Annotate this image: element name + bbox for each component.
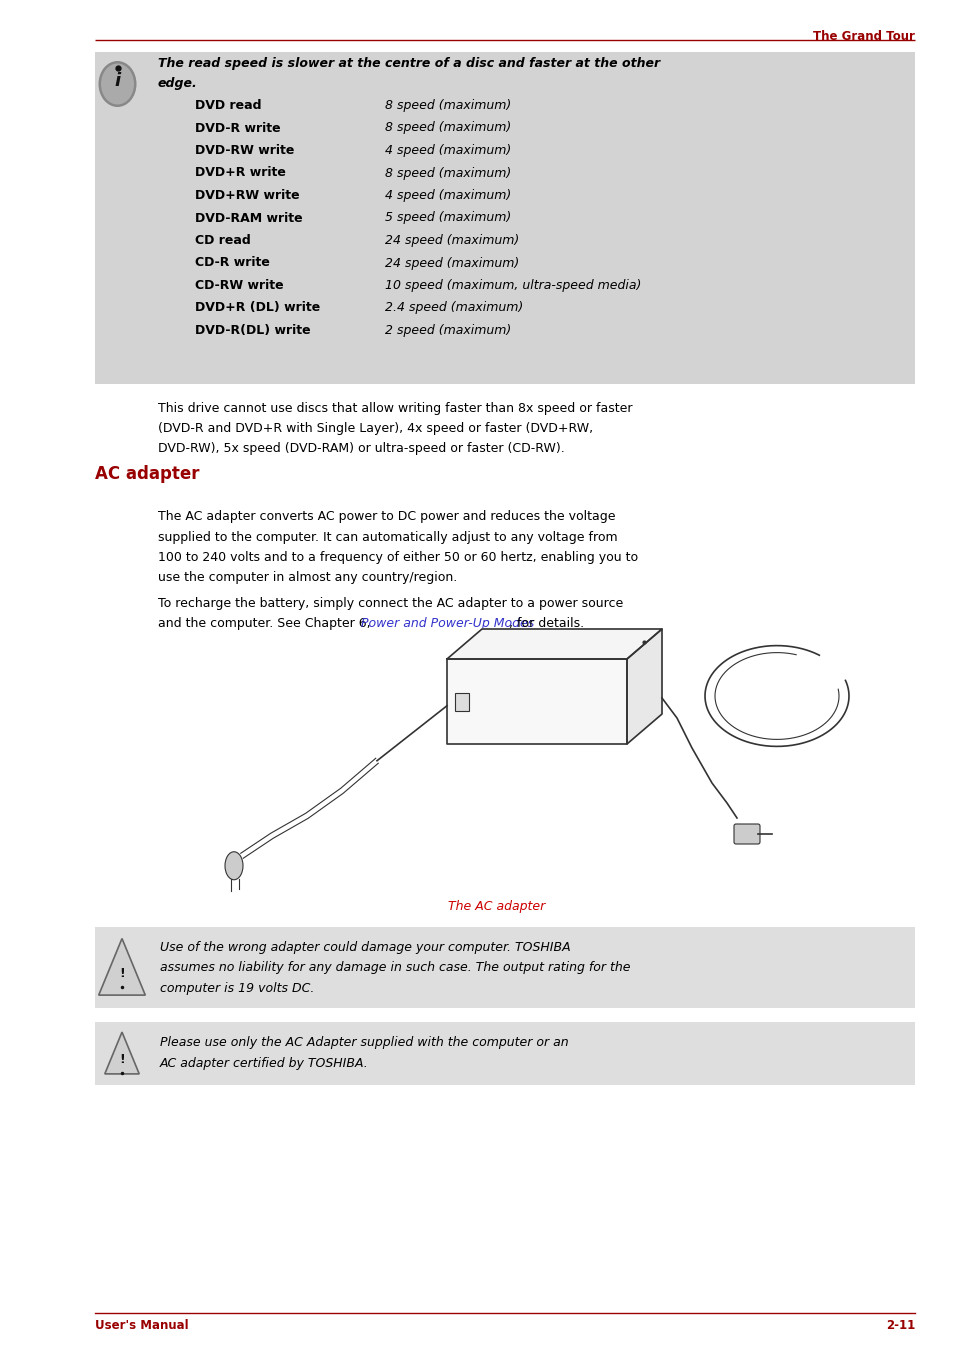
- Text: computer is 19 volts DC.: computer is 19 volts DC.: [160, 982, 314, 994]
- Text: Use of the wrong adapter could damage your computer. TOSHIBA: Use of the wrong adapter could damage yo…: [160, 942, 570, 954]
- Bar: [455, 693, 469, 711]
- Polygon shape: [447, 630, 661, 659]
- Text: DVD+RW write: DVD+RW write: [194, 189, 299, 203]
- Text: and the computer. See Chapter 6,: and the computer. See Chapter 6,: [158, 617, 375, 631]
- Text: CD-RW write: CD-RW write: [194, 280, 283, 292]
- Polygon shape: [626, 630, 661, 744]
- Text: 4 speed (maximum): 4 speed (maximum): [385, 145, 511, 157]
- Text: DVD-R(DL) write: DVD-R(DL) write: [194, 324, 311, 336]
- Text: DVD+R write: DVD+R write: [194, 166, 286, 180]
- Text: 8 speed (maximum): 8 speed (maximum): [385, 166, 511, 180]
- Text: 4 speed (maximum): 4 speed (maximum): [385, 189, 511, 203]
- Text: 24 speed (maximum): 24 speed (maximum): [385, 257, 518, 269]
- Text: i: i: [114, 72, 120, 91]
- Text: AC adapter: AC adapter: [95, 465, 199, 484]
- Text: 100 to 240 volts and to a frequency of either 50 or 60 hertz, enabling you to: 100 to 240 volts and to a frequency of e…: [158, 551, 638, 563]
- Text: use the computer in almost any country/region.: use the computer in almost any country/r…: [158, 571, 456, 585]
- Text: DVD read: DVD read: [194, 99, 261, 112]
- Text: User's Manual: User's Manual: [95, 1319, 189, 1332]
- Text: This drive cannot use discs that allow writing faster than 8x speed or faster: This drive cannot use discs that allow w…: [158, 403, 632, 415]
- Text: 2-11: 2-11: [884, 1319, 914, 1332]
- Text: The AC adapter converts AC power to DC power and reduces the voltage: The AC adapter converts AC power to DC p…: [158, 509, 615, 523]
- Text: DVD-RW), 5x speed (DVD-RAM) or ultra-speed or faster (CD-RW).: DVD-RW), 5x speed (DVD-RAM) or ultra-spe…: [158, 442, 564, 455]
- Text: CD-R write: CD-R write: [194, 257, 270, 269]
- Text: 8 speed (maximum): 8 speed (maximum): [385, 99, 511, 112]
- Text: The AC adapter: The AC adapter: [448, 900, 545, 913]
- Text: DVD-RW write: DVD-RW write: [194, 145, 294, 157]
- Polygon shape: [98, 939, 145, 996]
- Ellipse shape: [98, 61, 136, 107]
- Polygon shape: [447, 659, 626, 744]
- FancyBboxPatch shape: [733, 824, 760, 844]
- Text: !: !: [119, 1052, 125, 1066]
- Text: DVD+R (DL) write: DVD+R (DL) write: [194, 301, 320, 315]
- Text: To recharge the battery, simply connect the AC adapter to a power source: To recharge the battery, simply connect …: [158, 597, 622, 611]
- Text: assumes no liability for any damage in such case. The output rating for the: assumes no liability for any damage in s…: [160, 962, 630, 974]
- Text: 2 speed (maximum): 2 speed (maximum): [385, 324, 511, 336]
- Text: 24 speed (maximum): 24 speed (maximum): [385, 234, 518, 247]
- Text: 8 speed (maximum): 8 speed (maximum): [385, 122, 511, 135]
- Text: 5 speed (maximum): 5 speed (maximum): [385, 212, 511, 224]
- Text: AC adapter certified by TOSHIBA.: AC adapter certified by TOSHIBA.: [160, 1056, 369, 1070]
- Text: DVD-RAM write: DVD-RAM write: [194, 212, 302, 224]
- Bar: [95, 51, 914, 384]
- Text: (DVD-R and DVD+R with Single Layer), 4x speed or faster (DVD+RW,: (DVD-R and DVD+R with Single Layer), 4x …: [158, 422, 593, 435]
- Text: CD read: CD read: [194, 234, 251, 247]
- Text: Please use only the AC Adapter supplied with the computer or an: Please use only the AC Adapter supplied …: [160, 1036, 568, 1048]
- Text: edge.: edge.: [158, 77, 197, 89]
- Text: !: !: [119, 967, 125, 979]
- Ellipse shape: [101, 63, 133, 104]
- Ellipse shape: [225, 851, 243, 880]
- Text: The read speed is slower at the centre of a disc and faster at the other: The read speed is slower at the centre o…: [158, 57, 659, 70]
- Text: supplied to the computer. It can automatically adjust to any voltage from: supplied to the computer. It can automat…: [158, 531, 617, 543]
- Text: 2.4 speed (maximum): 2.4 speed (maximum): [385, 301, 522, 315]
- Bar: [95, 1021, 914, 1085]
- Text: , for details.: , for details.: [508, 617, 583, 631]
- Text: Power and Power-Up Modes: Power and Power-Up Modes: [360, 617, 534, 631]
- Polygon shape: [105, 1032, 139, 1074]
- Text: DVD-R write: DVD-R write: [194, 122, 280, 135]
- Bar: [95, 927, 914, 1008]
- Text: The Grand Tour: The Grand Tour: [812, 30, 914, 43]
- Text: 10 speed (maximum, ultra-speed media): 10 speed (maximum, ultra-speed media): [385, 280, 640, 292]
